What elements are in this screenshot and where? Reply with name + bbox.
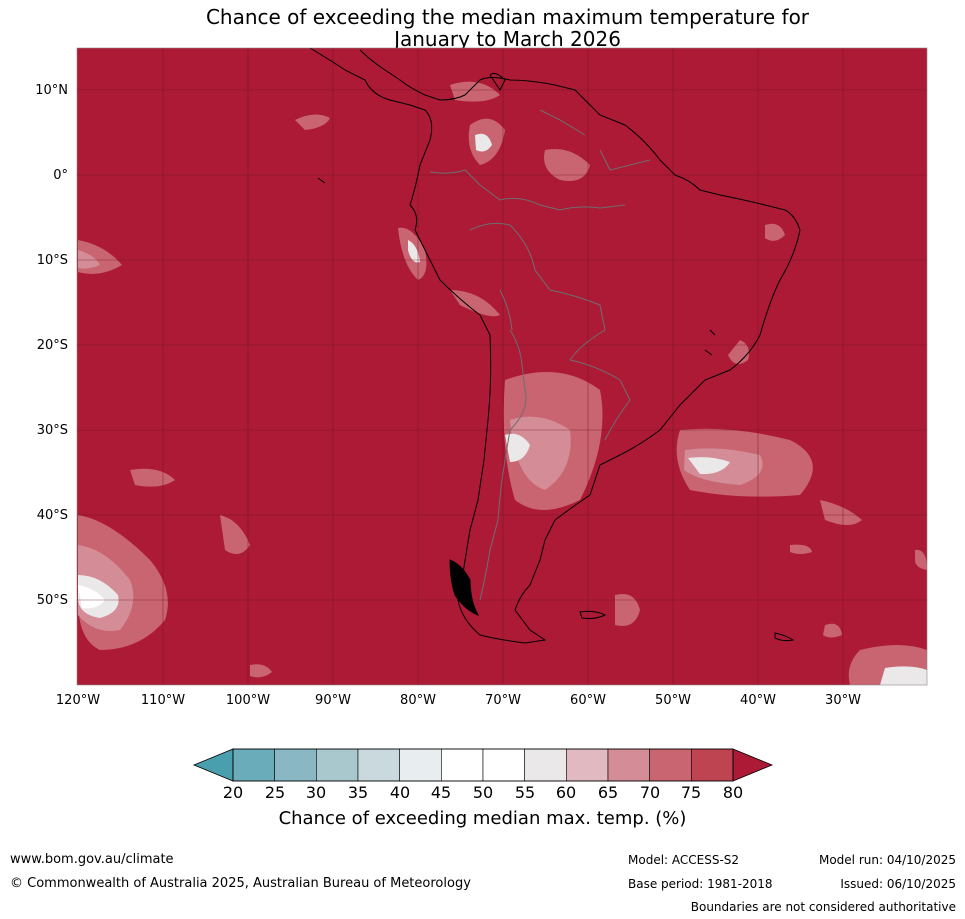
colorbar-tick: 40 bbox=[389, 783, 411, 802]
lon-label: 110°W bbox=[140, 693, 186, 708]
footer-model-run: Model run: 04/10/2025 bbox=[818, 853, 956, 867]
lat-label: 30°S bbox=[36, 423, 68, 438]
lat-label: 20°S bbox=[36, 338, 68, 353]
colorbar-cell bbox=[399, 748, 442, 782]
footer-copyright: © Commonwealth of Australia 2025, Austra… bbox=[10, 876, 471, 891]
lon-label: 100°W bbox=[225, 693, 271, 708]
colorbar-tick: 30 bbox=[305, 783, 327, 802]
colorbar-tick: 70 bbox=[639, 783, 661, 802]
colorbar-cell bbox=[566, 748, 609, 782]
footer-base-period: Base period: 1981-2018 bbox=[628, 877, 773, 891]
coastlines bbox=[309, 48, 801, 644]
lon-label: 30°W bbox=[825, 693, 861, 708]
lon-label: 90°W bbox=[315, 693, 351, 708]
map-field bbox=[77, 48, 927, 685]
colorbar-cell bbox=[232, 748, 275, 782]
colorbar-tick: 45 bbox=[430, 783, 452, 802]
colorbar-cell bbox=[524, 748, 567, 782]
lon-label: 120°W bbox=[55, 693, 101, 708]
lon-label: 60°W bbox=[570, 693, 606, 708]
lon-label: 40°W bbox=[740, 693, 776, 708]
colorbar-cell bbox=[316, 748, 359, 782]
colorbar-cell bbox=[274, 748, 317, 782]
map-title-line1: Chance of exceeding the median maximum t… bbox=[205, 5, 810, 29]
colorbar-tick: 50 bbox=[472, 783, 494, 802]
colorbar-cell bbox=[482, 748, 525, 782]
footer-url[interactable]: www.bom.gov.au/climate bbox=[10, 852, 174, 867]
probability-patches bbox=[78, 81, 927, 685]
colorbar-tick: 20 bbox=[222, 783, 244, 802]
colorbar-cell bbox=[649, 748, 692, 782]
colorbar-tick: 60 bbox=[555, 783, 577, 802]
colorbar-tick: 65 bbox=[597, 783, 619, 802]
colorbar-tick: 75 bbox=[680, 783, 702, 802]
colorbar-label: Chance of exceeding median max. temp. (%… bbox=[278, 808, 687, 829]
country-borders bbox=[429, 109, 651, 601]
colorbar-over-arrow bbox=[732, 748, 774, 782]
footer-issued: Issued: 06/10/2025 bbox=[840, 877, 956, 891]
colorbar-cell bbox=[441, 748, 484, 782]
footer-model: Model: ACCESS-S2 bbox=[628, 853, 740, 867]
lat-label: 50°S bbox=[36, 593, 68, 608]
colorbar-tick: 35 bbox=[347, 783, 369, 802]
lon-label: 50°W bbox=[655, 693, 691, 708]
lat-label: 10°S bbox=[36, 253, 68, 268]
lat-label: 10°N bbox=[35, 83, 68, 98]
colorbar-tick: 55 bbox=[514, 783, 536, 802]
colorbar-cell bbox=[691, 748, 734, 782]
colorbar-cell bbox=[357, 748, 400, 782]
lon-label: 70°W bbox=[485, 693, 521, 708]
colorbar-cell bbox=[607, 748, 650, 782]
footer-disclaimer: Boundaries are not considered authoritat… bbox=[690, 900, 956, 914]
lon-label: 80°W bbox=[400, 693, 436, 708]
map-gridlines bbox=[77, 48, 927, 685]
lat-label: 40°S bbox=[36, 508, 68, 523]
colorbar bbox=[192, 748, 774, 782]
map-title-line2: January to March 2026 bbox=[394, 27, 621, 51]
colorbar-under-arrow bbox=[192, 748, 234, 782]
colorbar-tick: 80 bbox=[722, 783, 744, 802]
lat-label: 0° bbox=[53, 168, 68, 183]
colorbar-tick: 25 bbox=[264, 783, 286, 802]
